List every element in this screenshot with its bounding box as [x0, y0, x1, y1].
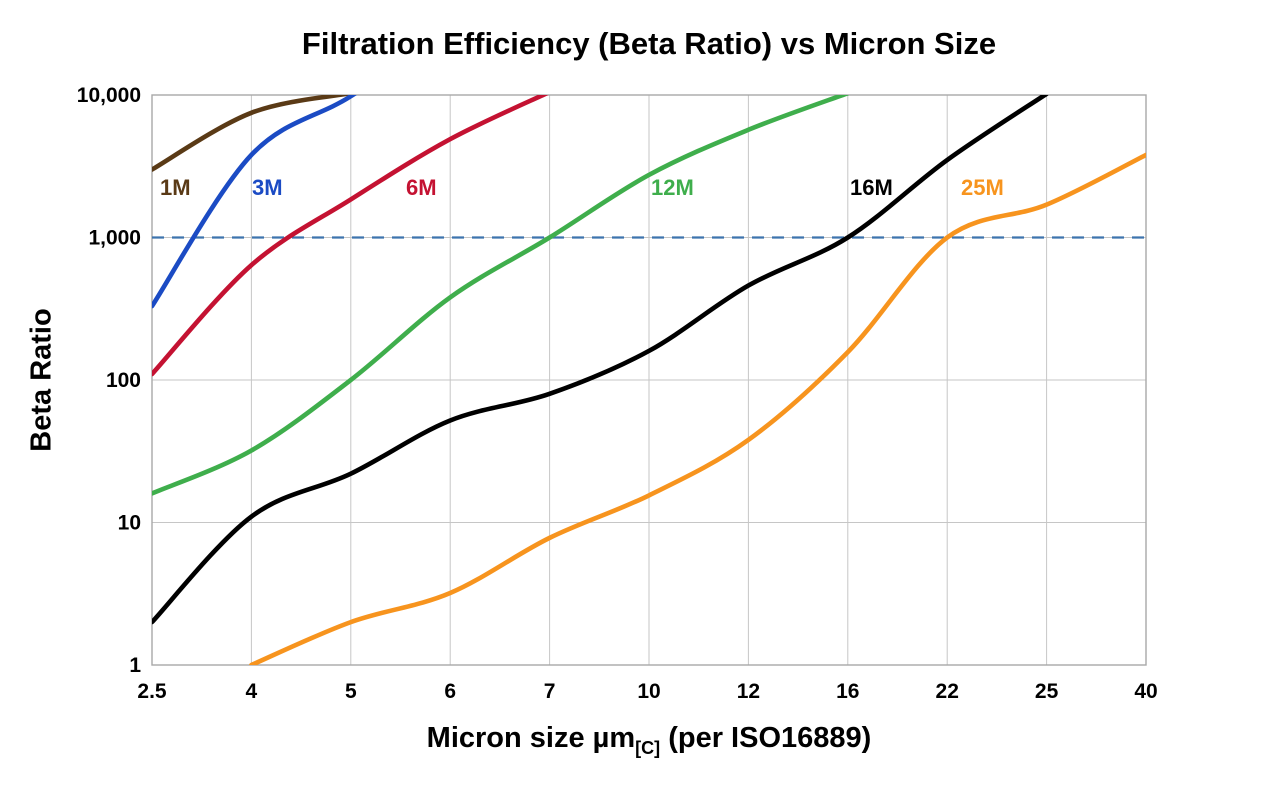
series-line-3M: [152, 95, 357, 309]
y-tick-label-100: 100: [106, 369, 141, 392]
x-axis-title: Micron size µm[C] (per ISO16889): [152, 722, 1146, 759]
x-tick-label-22: 22: [936, 680, 959, 703]
series-line-1M: [152, 95, 353, 172]
plot-border: [151, 94, 1147, 666]
y-tick-label-10: 10: [118, 512, 141, 535]
x-axis-title-main: Micron size µm: [426, 722, 636, 754]
y-tick-label-1: 1: [129, 654, 141, 677]
x-tick-label-2.5: 2.5: [137, 680, 167, 703]
y-axis-title: Beta Ratio: [25, 308, 58, 452]
x-tick-label-25: 25: [1035, 680, 1059, 703]
chart-title: Filtration Efficiency (Beta Ratio) vs Mi…: [301, 26, 997, 61]
x-axis-title-subscript: [C]: [635, 737, 661, 758]
x-axis-title-rest: (per ISO16889): [660, 722, 872, 754]
series-line-6M: [152, 95, 549, 377]
x-tick-label-5: 5: [345, 680, 357, 703]
series-line-12M: [152, 95, 850, 496]
y-tick-label-1,000: 1,000: [88, 227, 141, 250]
series-line-25M: [249, 152, 1146, 665]
x-tick-label-7: 7: [544, 680, 556, 703]
y-tick-label-10,000: 10,000: [77, 84, 141, 107]
series-line-16M: [152, 95, 1049, 625]
x-tick-label-12: 12: [737, 680, 760, 703]
x-tick-label-4: 4: [246, 680, 258, 703]
x-tick-label-40: 40: [1134, 680, 1157, 703]
x-tick-label-6: 6: [444, 680, 456, 703]
gridlines: [151, 94, 1147, 666]
x-tick-label-16: 16: [836, 680, 859, 703]
x-tick-label-10: 10: [637, 680, 660, 703]
